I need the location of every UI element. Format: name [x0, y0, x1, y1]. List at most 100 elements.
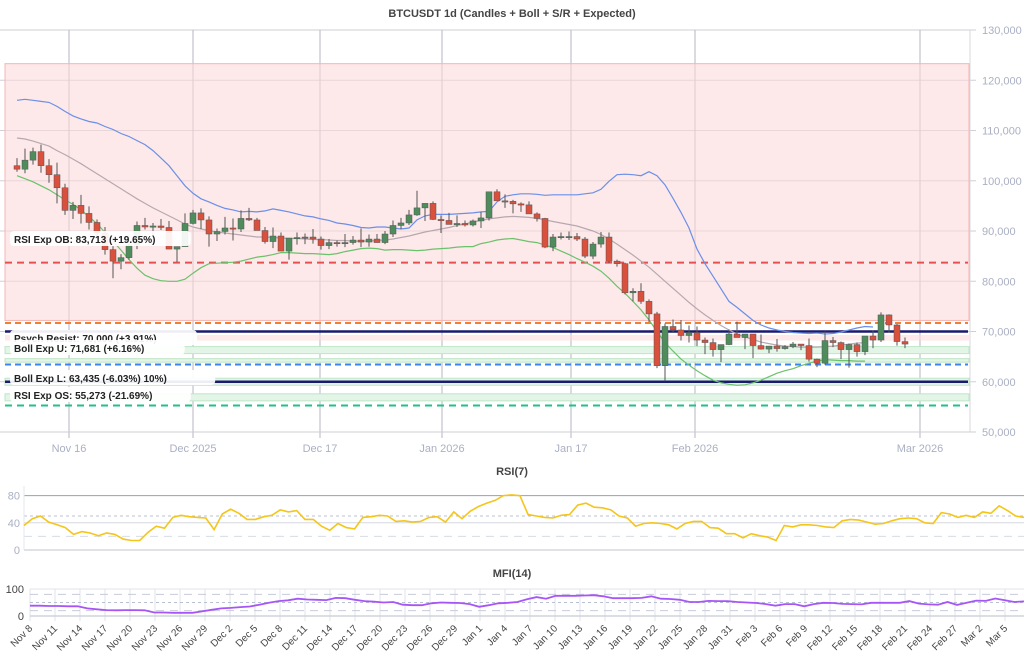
price-panel: 50,000 60,000 70,000 80,000 90,000 100,000 110…: [0, 25, 1022, 455]
candle-up: [237, 218, 245, 230]
x-tick-label: Dec 29: [430, 623, 460, 653]
candle-down: [813, 358, 821, 364]
candle-down: [645, 301, 653, 315]
x-tick-label: Jan 10: [531, 623, 560, 652]
annotation-box: [10, 370, 216, 385]
candle-down: [653, 313, 661, 366]
candle-down: [693, 332, 701, 341]
candle-up: [269, 235, 277, 242]
candle-up: [661, 326, 669, 366]
candle-up: [557, 236, 565, 238]
annotation-rsi_os: RSI Exp OS: 55,273 (-21.69%): [14, 391, 152, 402]
candle-up: [381, 233, 389, 243]
candle-down: [317, 238, 325, 246]
annotation-boll_l: Boll Exp L: 63,435 (-6.03%) 10%): [14, 374, 167, 385]
candle-down: [493, 191, 501, 202]
candle-down: [733, 333, 741, 338]
candle-down: [669, 326, 677, 331]
candle-up: [125, 244, 133, 258]
candle-up: [149, 225, 157, 228]
candle-down: [53, 174, 61, 189]
candle-down: [869, 335, 877, 341]
candle-down: [437, 219, 445, 221]
x-tick-label: Jan 22: [631, 623, 660, 652]
candle-down: [709, 342, 717, 350]
candle-down: [429, 203, 437, 220]
x-tick-label: Nov 11: [30, 623, 60, 653]
rsi-panel-title: RSI(7): [496, 466, 528, 478]
x-tick-label: Dec 14: [305, 623, 335, 653]
candle-up: [285, 237, 293, 252]
candle-up: [821, 340, 829, 364]
x-tick-label: Dec 17: [330, 623, 360, 653]
candle-down: [37, 151, 45, 166]
candle-up: [341, 242, 349, 245]
mfi-y-tick: 0: [18, 611, 24, 623]
candle-down: [573, 236, 581, 240]
candle-down: [205, 219, 213, 235]
support-zone: [4, 393, 970, 402]
mfi-panel-title: MFI(14): [492, 568, 532, 580]
y-tick-label: 90,000: [982, 226, 1016, 238]
rsi-y-tick: 40: [8, 518, 20, 530]
candle-up: [29, 151, 37, 161]
candle-down: [333, 242, 341, 245]
candle-up: [213, 231, 221, 235]
annotation-psych: Psych Resist: 70,000 (+3.91%): [14, 334, 157, 345]
rsi-y-tick: 0: [14, 545, 20, 557]
x-tick-label: Nov 14: [55, 623, 85, 653]
x-tick-label: Jan 4: [485, 623, 510, 648]
y-tick-label: 110,000: [982, 126, 1021, 138]
candle-up: [421, 203, 429, 209]
candle-down: [901, 341, 909, 345]
resistance-zone: [5, 335, 969, 341]
x-tick-label: Feb 2026: [672, 443, 718, 455]
candle-up: [549, 236, 557, 248]
x-tick-label: Feb 18: [855, 623, 885, 653]
x-tick-label: Jan 19: [606, 623, 635, 652]
candle-down: [621, 263, 629, 294]
x-tick-label: Jan 25: [656, 623, 685, 652]
x-tick-label: Mar 2: [959, 623, 985, 649]
candle-up: [173, 246, 181, 250]
candle-down: [141, 225, 149, 228]
x-tick-label: Nov 23: [130, 623, 160, 653]
x-tick-label: Jan 31: [706, 623, 735, 652]
x-tick-label: Feb 24: [905, 623, 935, 653]
y-tick-label: 50,000: [982, 427, 1016, 439]
chart-title: BTCUSDT 1d (Candles + Boll + S/R + Expec…: [388, 8, 636, 20]
y-tick-label: 60,000: [982, 377, 1016, 389]
candle-up: [365, 238, 373, 243]
boll-lower-band: [16, 175, 865, 386]
candle-down: [533, 213, 541, 219]
annotation-box: [10, 231, 191, 246]
candle-up: [861, 335, 869, 352]
rsi-panel: 0 40 80: [8, 486, 1024, 557]
candle-up: [789, 343, 797, 347]
x-tick-label: Feb 3: [734, 623, 760, 649]
x-tick-label: Jan 16: [581, 623, 610, 652]
candle-up: [397, 222, 405, 226]
x-tick-label: Feb 15: [830, 623, 860, 653]
candle-up: [389, 225, 397, 235]
candle-up: [877, 314, 885, 341]
candle-down: [261, 230, 269, 242]
candle-up: [629, 291, 637, 294]
y-tick-label: 100,000: [982, 176, 1022, 188]
candle-down: [501, 200, 509, 203]
x-tick-label: Nov 29: [180, 623, 210, 653]
rsi-line: [23, 494, 1024, 542]
support-zone: [4, 346, 970, 355]
candle-down: [797, 343, 805, 346]
candle-down: [605, 236, 613, 262]
candle-up: [597, 236, 605, 245]
y-tick-label: 80,000: [982, 276, 1016, 288]
support-zone: [4, 358, 970, 363]
candle-up: [685, 332, 693, 336]
candle-down: [885, 314, 893, 326]
candle-down: [677, 329, 685, 336]
x-tick-label: Jan 1: [460, 623, 485, 648]
candle-down: [253, 219, 261, 231]
